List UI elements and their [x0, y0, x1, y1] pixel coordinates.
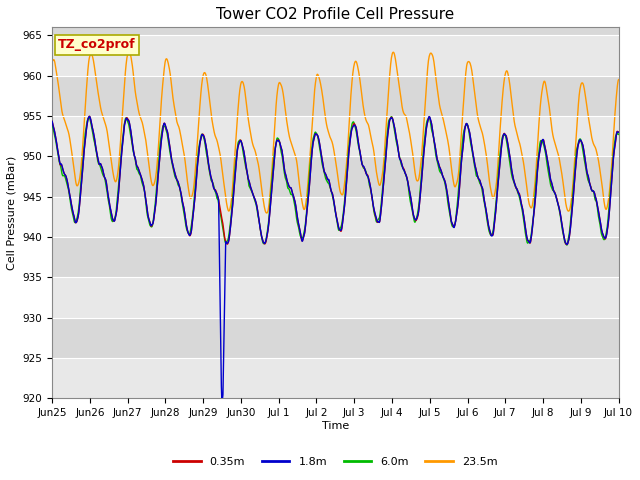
Legend: 0.35m, 1.8m, 6.0m, 23.5m: 0.35m, 1.8m, 6.0m, 23.5m — [168, 452, 502, 471]
Bar — [52, 36, 618, 76]
Bar — [52, 277, 618, 318]
Y-axis label: Cell Pressure (mBar): Cell Pressure (mBar) — [7, 156, 17, 270]
X-axis label: Time: Time — [322, 421, 349, 431]
Bar — [52, 197, 618, 237]
Bar — [52, 76, 618, 116]
Bar — [52, 156, 618, 197]
Bar — [52, 116, 618, 156]
Bar — [52, 358, 618, 398]
Title: Tower CO2 Profile Cell Pressure: Tower CO2 Profile Cell Pressure — [216, 7, 454, 22]
Bar — [52, 318, 618, 358]
Text: TZ_co2prof: TZ_co2prof — [58, 38, 136, 51]
Bar — [52, 237, 618, 277]
